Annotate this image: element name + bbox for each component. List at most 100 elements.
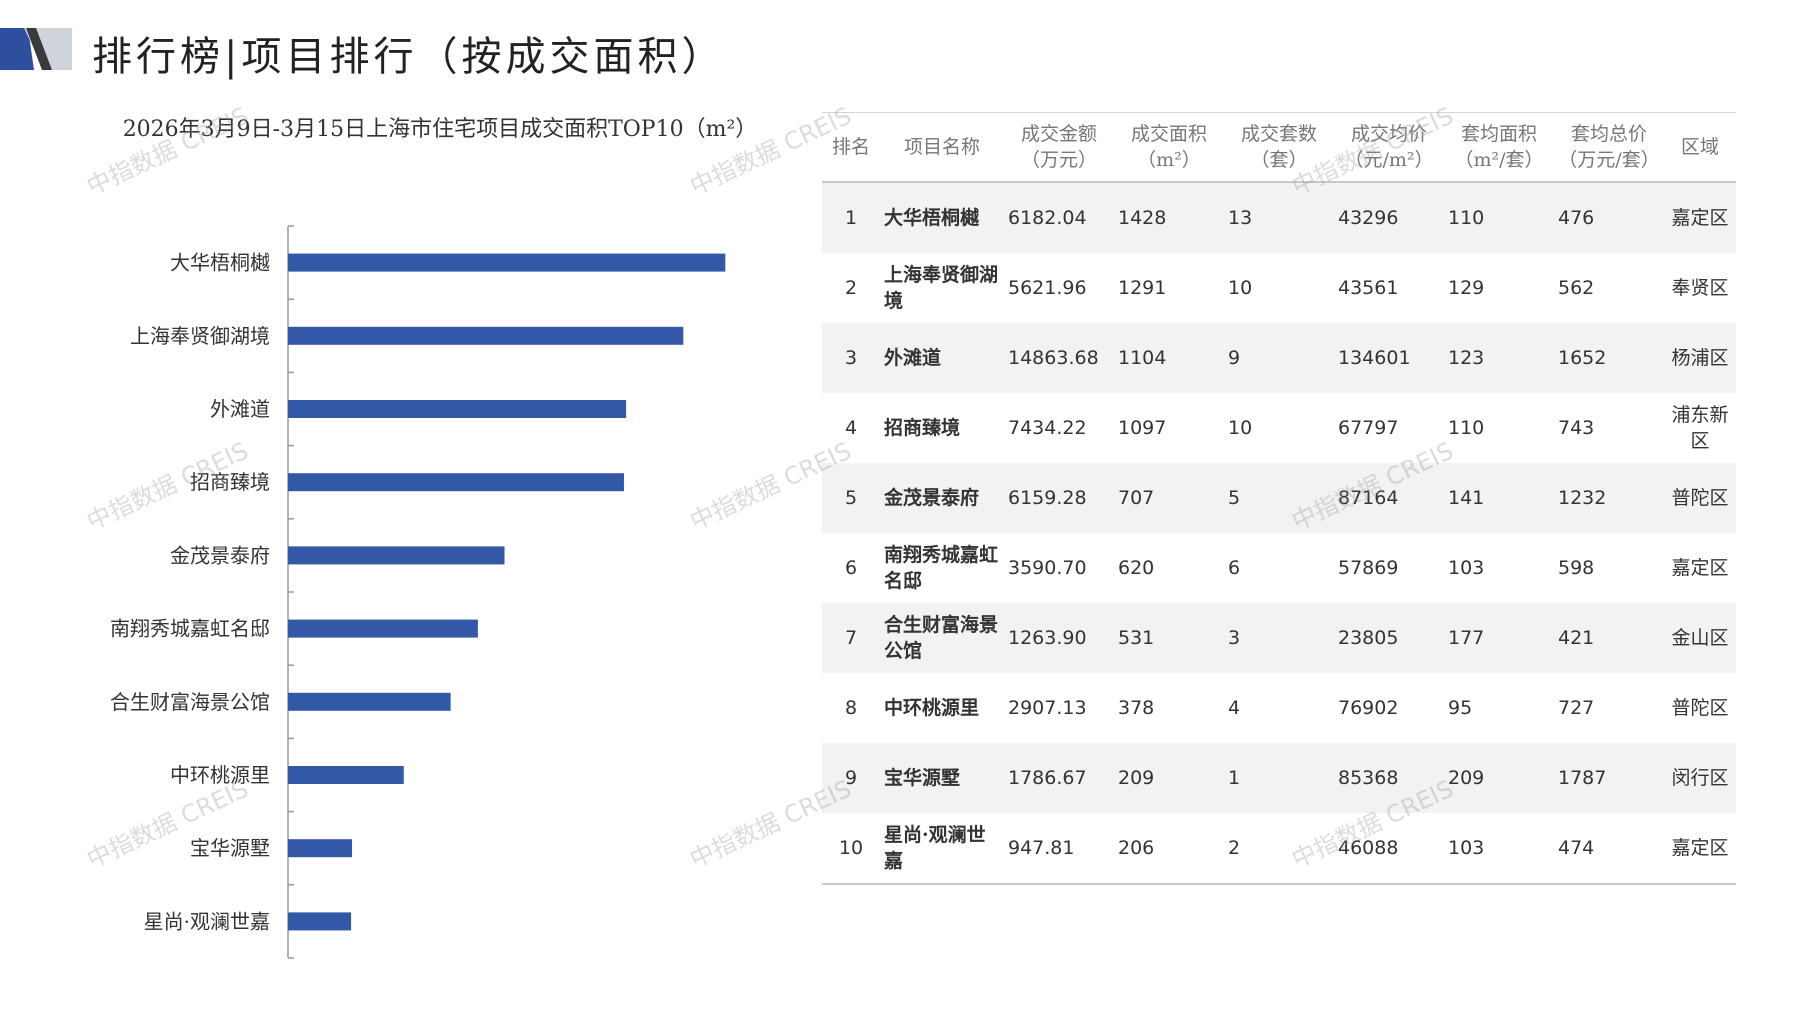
cell-rank: 7 xyxy=(822,603,880,673)
table-row: 1 大华梧桐樾 6182.04 1428 13 43296 110 476 嘉定… xyxy=(822,182,1736,253)
bar xyxy=(288,400,627,418)
cell-district: 浦东新区 xyxy=(1671,404,1729,452)
table-row: 7 合生财富海景公馆 1263.90 531 3 23805 177 421 金… xyxy=(822,603,1736,673)
cell-avg-total: 598 xyxy=(1558,557,1595,579)
cell-avg-area: 95 xyxy=(1448,697,1473,719)
cell-name: 中环桃源里 xyxy=(884,697,980,719)
table-row: 5 金茂景泰府 6159.28 707 5 87164 141 1232 普陀区 xyxy=(822,463,1736,533)
category-label: 合生财富海景公馆 xyxy=(110,690,270,714)
chart-title: 2026年3月9日-3月15日上海市住宅项目成交面积TOP10（m²） xyxy=(122,117,758,142)
cell-amount: 5621.96 xyxy=(1008,277,1087,299)
cell-avg-area: 103 xyxy=(1448,557,1485,579)
header-amount: 成交金额 （万元） xyxy=(1004,112,1114,183)
cell-avg-area: 177 xyxy=(1444,603,1554,673)
cell-name: 大华梧桐樾 xyxy=(880,182,1004,253)
category-label: 招商臻境 xyxy=(190,470,270,494)
cell-units: 10 xyxy=(1228,277,1253,299)
table-row: 6 南翔秀城嘉虹名邸 3590.70 620 6 57869 103 598 嘉… xyxy=(822,533,1736,603)
cell-price: 85368 xyxy=(1334,743,1444,813)
cell-area: 707 xyxy=(1114,463,1224,533)
cell-area: 1428 xyxy=(1114,182,1224,253)
cell-price: 134601 xyxy=(1334,323,1444,393)
cell-name: 南翔秀城嘉虹名邸 xyxy=(884,544,999,592)
cell-rank: 5 xyxy=(822,463,880,533)
table-row: 4 招商臻境 7434.22 1097 10 67797 110 743 浦东新… xyxy=(822,393,1736,463)
cell-district: 普陀区 xyxy=(1664,463,1736,533)
header-avg-area: 套均面积 （m²/套） xyxy=(1444,112,1554,183)
cell-rank: 6 xyxy=(844,557,858,579)
header-units: 成交套数 （套） xyxy=(1224,112,1334,183)
cell-units: 6 xyxy=(1228,557,1241,579)
table-row: 8 中环桃源里 2907.13 378 4 76902 95 727 普陀区 xyxy=(822,673,1736,743)
cell-price: 43561 xyxy=(1338,277,1399,299)
cell-rank: 3 xyxy=(822,323,880,393)
cell-name: 星尚·观澜世嘉 xyxy=(880,813,1004,885)
cell-price: 46088 xyxy=(1334,813,1444,885)
bar xyxy=(288,912,352,931)
cell-area: 206 xyxy=(1114,813,1224,885)
cell-amount: 6182.04 xyxy=(1004,182,1114,253)
cell-rank: 4 xyxy=(844,417,858,439)
cell-units: 10 xyxy=(1228,417,1253,439)
cell-price: 76902 xyxy=(1338,697,1399,719)
page-title: 排行榜|项目排行（按成交面积） xyxy=(92,34,726,80)
bar xyxy=(288,619,478,638)
category-label: 星尚·观澜世嘉 xyxy=(144,909,270,933)
bar xyxy=(288,473,624,492)
header-avg-price: 成交均价 （元/m²） xyxy=(1334,112,1444,183)
cell-units: 3 xyxy=(1224,603,1334,673)
category-label: 中环桃源里 xyxy=(170,763,270,787)
cell-district: 金山区 xyxy=(1664,603,1736,673)
cell-area: 1104 xyxy=(1114,323,1224,393)
cell-avg-total: 1652 xyxy=(1554,323,1664,393)
cell-amount: 1263.90 xyxy=(1004,603,1114,673)
cell-name: 宝华源墅 xyxy=(880,743,1004,813)
category-label: 南翔秀城嘉虹名邸 xyxy=(110,617,270,641)
cell-avg-total: 562 xyxy=(1558,277,1595,299)
cell-avg-total: 743 xyxy=(1558,417,1595,439)
header-district: 区域 xyxy=(1664,112,1736,183)
cell-price: 43296 xyxy=(1334,182,1444,253)
cell-avg-area: 209 xyxy=(1444,743,1554,813)
cell-units: 5 xyxy=(1224,463,1334,533)
cell-rank: 10 xyxy=(822,813,880,885)
cell-avg-total: 727 xyxy=(1558,697,1595,719)
cell-avg-area: 129 xyxy=(1448,277,1485,299)
cell-area: 209 xyxy=(1114,743,1224,813)
cell-avg-area: 110 xyxy=(1444,182,1554,253)
cell-avg-area: 141 xyxy=(1444,463,1554,533)
bar xyxy=(288,692,451,711)
ranking-table: 排名 项目名称 成交金额 （万元） 成交面积 （m²） 成交套数 （套） 成交均价 （元… xyxy=(822,112,1736,885)
cell-price: 23805 xyxy=(1334,603,1444,673)
cell-units: 2 xyxy=(1224,813,1334,885)
cell-avg-area: 110 xyxy=(1448,417,1485,439)
category-label: 宝华源墅 xyxy=(190,836,270,860)
cell-amount: 1786.67 xyxy=(1004,743,1114,813)
bar xyxy=(288,546,505,565)
cell-avg-area: 123 xyxy=(1444,323,1554,393)
cell-rank: 9 xyxy=(822,743,880,813)
cell-units: 1 xyxy=(1224,743,1334,813)
bar-chart: 大华梧桐樾上海奉贤御湖境外滩道招商臻境金茂景泰府南翔秀城嘉虹名邸合生财富海景公馆… xyxy=(110,225,726,959)
page-header: 排行榜|项目排行（按成交面积） xyxy=(0,0,1797,100)
table-row: 9 宝华源墅 1786.67 209 1 85368 209 1787 闵行区 xyxy=(822,743,1736,813)
cell-price: 67797 xyxy=(1338,417,1399,439)
cell-amount: 2907.13 xyxy=(1008,697,1087,719)
cell-district: 嘉定区 xyxy=(1664,182,1736,253)
cell-avg-total: 1787 xyxy=(1554,743,1664,813)
bar xyxy=(288,326,684,345)
table-header-row: 排名 项目名称 成交金额 （万元） 成交面积 （m²） 成交套数 （套） 成交均价 （元… xyxy=(822,112,1736,183)
category-label: 上海奉贤御湖境 xyxy=(130,324,270,348)
cell-amount: 6159.28 xyxy=(1004,463,1114,533)
cell-district: 嘉定区 xyxy=(1664,813,1736,885)
cell-area: 1291 xyxy=(1118,277,1167,299)
category-label: 金茂景泰府 xyxy=(170,543,270,567)
cell-units: 9 xyxy=(1224,323,1334,393)
cell-rank: 8 xyxy=(844,697,858,719)
cell-price: 57869 xyxy=(1338,557,1399,579)
cell-area: 620 xyxy=(1118,557,1155,579)
brand-logo-icon xyxy=(0,28,72,70)
cell-area: 378 xyxy=(1118,697,1155,719)
table-row: 3 外滩道 14863.68 1104 9 134601 123 1652 杨浦… xyxy=(822,323,1736,393)
cell-units: 4 xyxy=(1228,697,1241,719)
